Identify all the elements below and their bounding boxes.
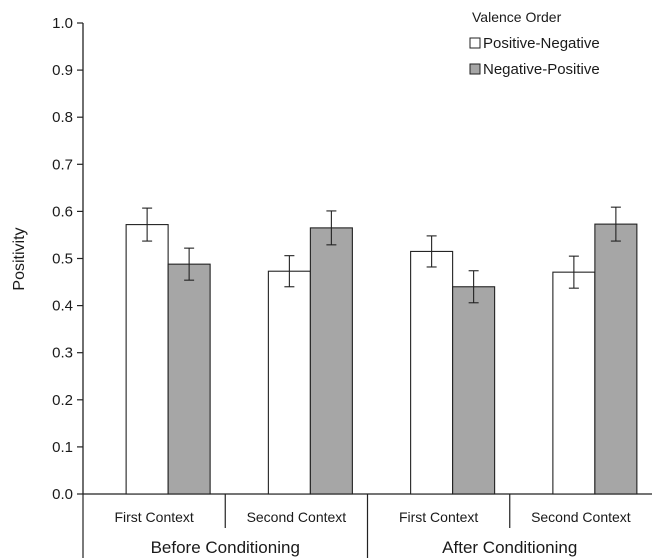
y-tick-label: 0.1 xyxy=(52,439,73,456)
y-tick-label: 0.2 xyxy=(52,392,73,409)
y-axis-label: Positivity xyxy=(11,227,28,290)
bars xyxy=(125,223,638,495)
bar-negative-positive xyxy=(594,223,638,495)
bar-positive-negative xyxy=(267,270,311,495)
legend-swatch xyxy=(469,37,481,49)
legend: Valence Order Positive-Negative Negative-… xyxy=(469,9,600,78)
bar-negative-positive xyxy=(452,286,496,495)
y-tick-label: 0.6 xyxy=(52,203,73,220)
error-bars xyxy=(142,206,621,304)
y-tick-label: 0.3 xyxy=(52,345,73,362)
y-tick-label: 0.5 xyxy=(52,251,73,268)
y-tick-label: 0.7 xyxy=(52,156,73,173)
y-tick-label: 0.9 xyxy=(52,62,73,79)
y-tick-label: 0.8 xyxy=(52,109,73,126)
legend-swatch xyxy=(469,63,481,75)
category-label: First Context xyxy=(399,509,478,525)
y-tick-label: 0.0 xyxy=(52,486,73,503)
group-label: Before Conditioning xyxy=(151,538,300,557)
y-tick-label: 1.0 xyxy=(52,15,73,32)
y-tick-label: 0.4 xyxy=(52,298,73,315)
bar-positive-negative xyxy=(410,250,454,495)
bar-positive-negative xyxy=(125,224,169,495)
category-label: Second Context xyxy=(531,509,631,525)
legend-label: Negative-Positive xyxy=(483,61,600,78)
legend-items: Positive-Negative Negative-Positive xyxy=(469,35,600,78)
axes: 0.0 0.1 0.2 0.3 0.4 0.5 0.6 0.7 0.8 0.9 1.0 First C… xyxy=(52,15,652,558)
category-label: First Context xyxy=(114,509,193,525)
legend-label: Positive-Negative xyxy=(483,35,600,52)
group-label: After Conditioning xyxy=(442,538,577,557)
bar-negative-positive xyxy=(309,227,353,495)
category-label: Second Context xyxy=(247,509,347,525)
legend-title: Valence Order xyxy=(472,9,562,25)
bar-negative-positive xyxy=(167,263,211,495)
bar-positive-negative xyxy=(552,271,596,495)
